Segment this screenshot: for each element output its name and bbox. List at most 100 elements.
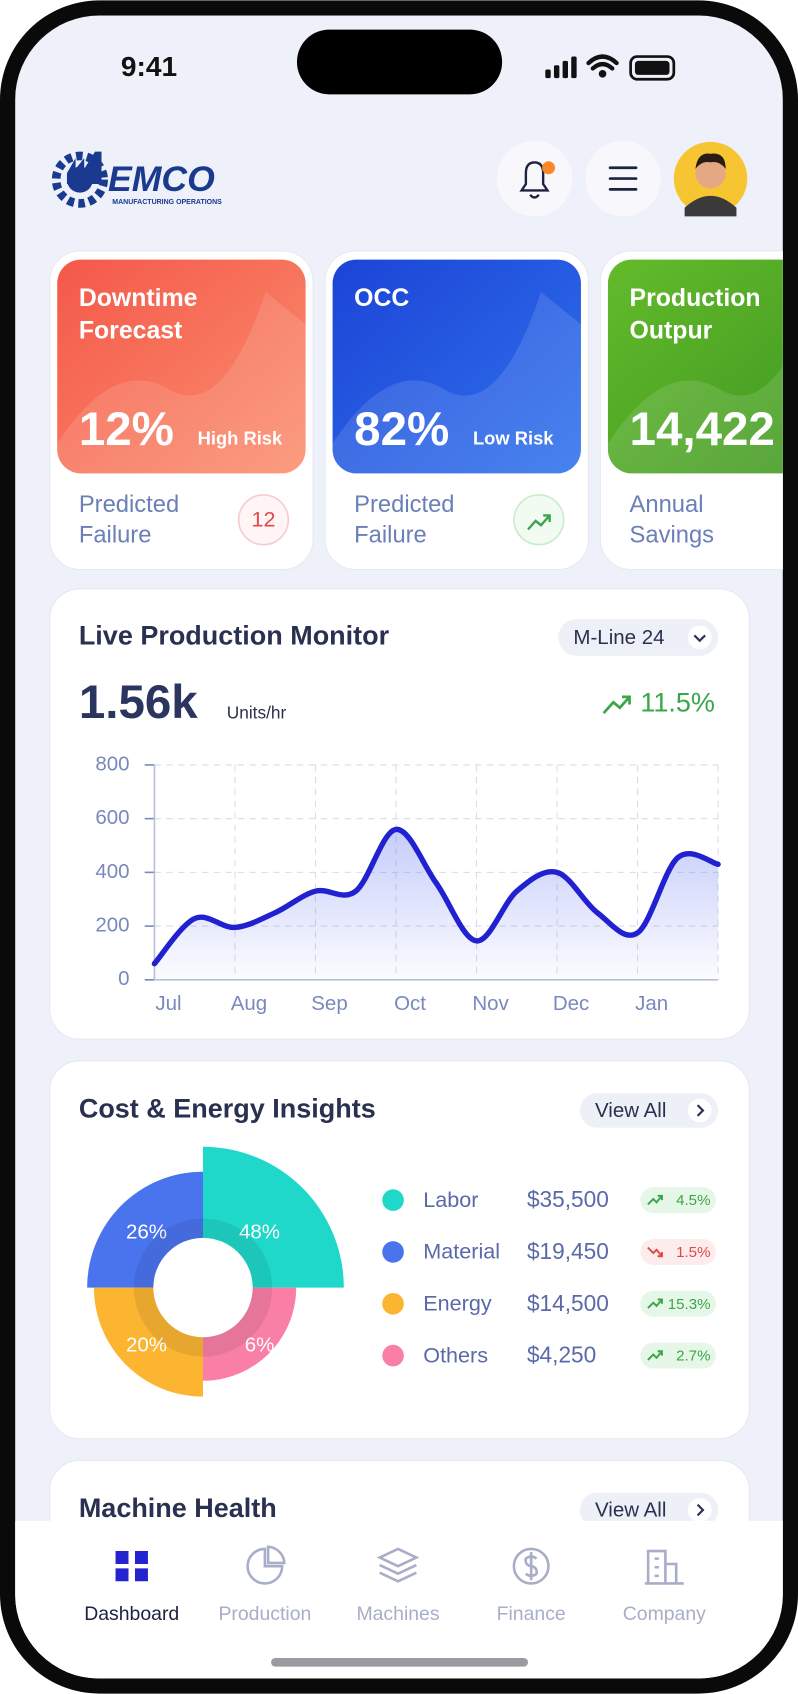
view-all-button[interactable]	[579, 1093, 719, 1128]
kpi-title: Outpur	[630, 317, 713, 344]
change-text: 15.3%	[668, 1296, 711, 1313]
pie-slice	[203, 1146, 344, 1288]
kpi-title: Production	[630, 285, 761, 312]
y-tick-label: 800	[95, 752, 129, 775]
nav-icon[interactable]	[376, 1547, 420, 1583]
kpi-card-wave	[57, 291, 306, 474]
kpi-trend-badge	[513, 494, 565, 546]
machine-health-title: Machine Health	[79, 1493, 277, 1523]
monitor-trend-icon	[602, 695, 631, 715]
kpi-status: Low Risk	[473, 428, 554, 449]
kpi-status: High Risk	[198, 428, 283, 449]
line-selector[interactable]	[558, 619, 719, 656]
avatar-hair	[695, 153, 726, 169]
selector-chevron-bg	[687, 625, 712, 650]
line-selector-text: M-Line 24	[573, 626, 664, 649]
selector-chevron	[693, 634, 706, 643]
view-all-button[interactable]	[579, 1492, 719, 1528]
x-tick-label: Oct	[394, 992, 426, 1015]
nav-icon[interactable]	[115, 1551, 148, 1582]
logo-text: EMCO	[108, 159, 215, 199]
change-arrow	[647, 1246, 663, 1258]
bell-icon	[519, 161, 550, 199]
x-tick-label: Aug	[231, 992, 267, 1015]
kpi-caption: Savings	[630, 521, 715, 548]
change-text: 4.5%	[676, 1192, 710, 1209]
legend-name: Energy	[423, 1291, 492, 1316]
cost-title: Cost & Energy Insights	[79, 1094, 376, 1124]
kpi-title: OCC	[354, 285, 409, 312]
kpi-badge	[237, 494, 290, 546]
signal-bar	[553, 65, 560, 79]
status-time: 9:41	[121, 51, 177, 82]
kpi-value: 12%	[79, 403, 174, 456]
x-tick-label: Jul	[155, 992, 181, 1015]
change-arrow	[647, 1194, 663, 1206]
y-tick-label: 200	[95, 914, 129, 937]
kpi-caption: Failure	[79, 521, 152, 548]
monitor-current: 1.56k	[79, 676, 198, 729]
legend-name: Material	[423, 1239, 500, 1264]
legend-dot	[382, 1344, 404, 1367]
notification-button[interactable]	[496, 140, 573, 217]
signal-bar	[545, 69, 551, 79]
kpi-card-hero	[607, 259, 783, 474]
legend-amount: $4,250	[527, 1342, 596, 1368]
legend-name: Labor	[423, 1187, 478, 1212]
nav-icon[interactable]	[246, 1545, 286, 1585]
pie-label: 48%	[239, 1221, 280, 1244]
legend-name: Others	[423, 1342, 488, 1367]
bottom-nav	[15, 1520, 783, 1679]
battery-level	[634, 60, 670, 75]
nav-label: Production	[218, 1603, 311, 1625]
logo-gear	[51, 151, 108, 208]
view-all-text: View All	[595, 1099, 666, 1122]
kpi-card-hero	[57, 259, 306, 474]
legend-amount: $19,450	[527, 1238, 609, 1264]
line-series	[151, 826, 721, 967]
view-all-chevron	[696, 1503, 705, 1517]
pie-label: 6%	[245, 1334, 275, 1357]
signal-bar	[571, 56, 577, 79]
home-indicator	[271, 1657, 529, 1667]
kpi-title: Downtime	[79, 285, 198, 312]
battery	[629, 55, 676, 81]
pie-label: 20%	[126, 1334, 167, 1357]
x-tick-label: Nov	[472, 992, 509, 1015]
kpi-value: 82%	[354, 403, 449, 456]
x-tick-label: Dec	[553, 992, 589, 1015]
legend-dot	[382, 1292, 404, 1315]
notification-dot	[542, 161, 556, 175]
change-badge	[640, 1187, 716, 1214]
signal-bar	[562, 60, 568, 79]
legend-dot	[382, 1189, 404, 1211]
change-badge	[640, 1290, 716, 1317]
change-text: 1.5%	[676, 1244, 710, 1261]
kpi-caption: Failure	[354, 521, 427, 548]
monitor-title: Live Production Monitor	[79, 621, 390, 651]
view-all-text: View All	[595, 1499, 666, 1522]
kpi-caption: Annual	[630, 491, 704, 518]
wifi-icon	[586, 54, 619, 71]
kpi-value: 14,422	[630, 403, 775, 456]
kpi-title: Forecast	[79, 317, 183, 344]
logo-tagline: MANUFACTURING OPERATIONS	[112, 199, 222, 206]
monitor-change: 11.5%	[640, 688, 715, 718]
nav-label: Company	[623, 1603, 706, 1625]
nav-icon[interactable]	[644, 1549, 684, 1585]
legend-amount: $14,500	[527, 1290, 609, 1316]
pie-hole	[153, 1237, 253, 1338]
nav-label: Dashboard	[84, 1603, 179, 1625]
change-text: 2.7%	[676, 1348, 710, 1365]
monitor-unit: Units/hr	[227, 703, 287, 723]
x-tick-label: Sep	[311, 992, 347, 1015]
kpi-card-wave	[607, 291, 783, 474]
change-arrow	[647, 1350, 663, 1361]
pie-label: 26%	[126, 1221, 167, 1244]
view-all-chevron-bg	[687, 1098, 712, 1123]
nav-label: Machines	[356, 1603, 439, 1625]
nav-icon[interactable]	[512, 1547, 550, 1585]
trend-icon	[527, 514, 551, 531]
